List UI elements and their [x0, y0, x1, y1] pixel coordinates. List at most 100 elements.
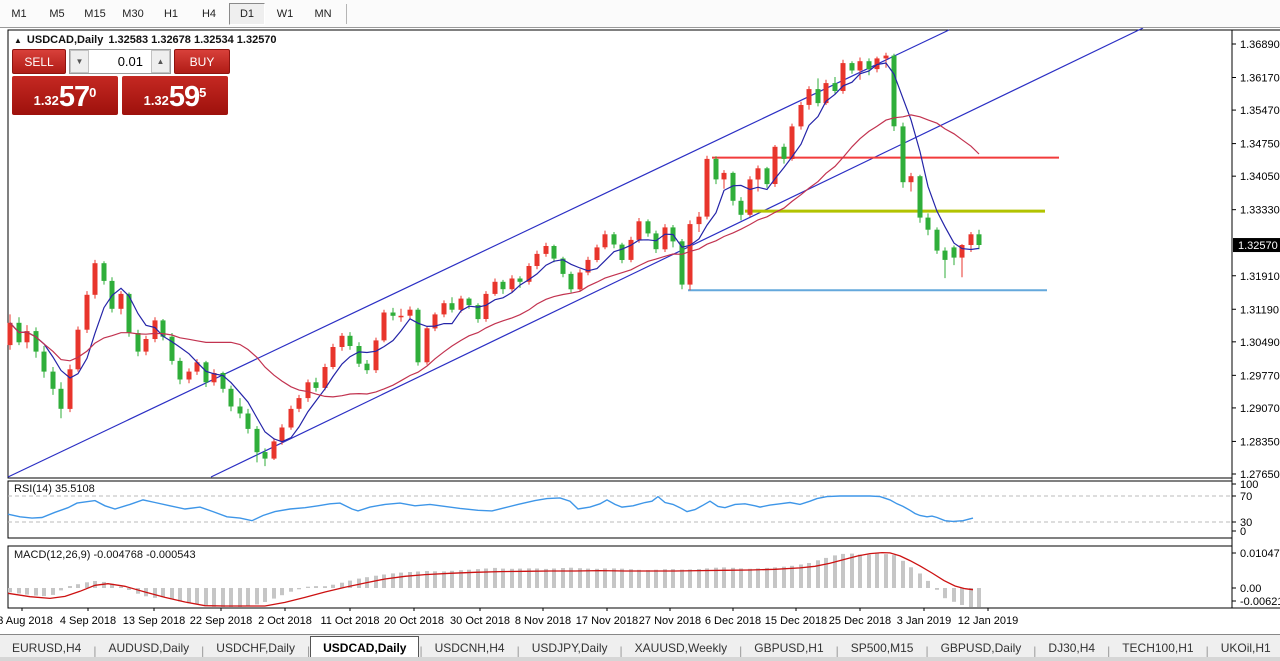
volume-stepper: ▼ 0.01 ▲	[69, 49, 171, 74]
timeframe-button-m1[interactable]: M1	[11, 7, 27, 20]
rsi-indicator-label: RSI(14) 35.5108	[14, 483, 95, 495]
price-axis-label: 1.31190	[1240, 304, 1279, 316]
macd-axis-label: -0.006218	[1240, 596, 1280, 608]
price-axis-label: 1.33330	[1240, 205, 1280, 217]
timeframe-button-d1[interactable]: D1	[229, 2, 265, 25]
ma-fast-line	[9, 62, 980, 443]
rsi-axis-label: 0	[1240, 526, 1246, 538]
tab-divider: |	[1205, 644, 1209, 658]
chart-tab-gbpusd-daily[interactable]: GBPUSD,Daily	[940, 641, 1022, 655]
time-axis-label[interactable]: 4 Sep 2018	[60, 615, 116, 627]
volume-input[interactable]: 0.01	[117, 54, 143, 69]
chart-tab-audusd-daily[interactable]: AUDUSD,Daily	[108, 641, 190, 655]
time-axis-label[interactable]: 11 Oct 2018	[320, 615, 379, 627]
chart-tab-sp500-m15[interactable]: SP500,M15	[850, 641, 914, 655]
symbol-tab-bar: EURUSD,H4 | AUDUSD,Daily | USDCHF,Daily | USDC…	[0, 634, 1280, 658]
timeframe-button-m30[interactable]: M30	[122, 7, 144, 20]
price-axis-label: 1.34050	[1240, 171, 1280, 183]
time-axis-label[interactable]: 25 Dec 2018	[829, 615, 891, 627]
time-axis-label[interactable]: 12 Jan 2019	[958, 615, 1019, 627]
sell-price-display[interactable]: 1.32 57 0	[12, 76, 118, 115]
timeframe-button-h1[interactable]: H1	[163, 7, 179, 20]
timeframe-button-w1[interactable]: W1	[276, 7, 294, 20]
time-axis-label[interactable]: 23 Aug 2018	[0, 615, 53, 627]
tab-divider: |	[1033, 644, 1037, 658]
tab-divider: |	[201, 644, 205, 658]
timeframe-button-mn[interactable]: MN	[314, 7, 332, 20]
time-axis-label[interactable]: 20 Oct 2018	[384, 615, 444, 627]
time-axis-label[interactable]: 30 Oct 2018	[450, 615, 510, 627]
chart-tab-dj30-h4[interactable]: DJ30,H4	[1048, 641, 1096, 655]
collapse-triangle-icon[interactable]: ▲	[14, 35, 22, 45]
sell-price-fraction: 0	[89, 85, 97, 100]
time-axis-label[interactable]: 17 Nov 2018	[576, 615, 638, 627]
chart-canvas[interactable]: 1.36890 1.36170 1.35470 1.34750 1.34050 1.333…	[0, 0, 1280, 634]
current-price-label: 1.32570	[1238, 240, 1278, 252]
timeframe-button-h4[interactable]: H4	[201, 7, 217, 20]
rsi-axis-label: 100	[1240, 479, 1258, 491]
tab-divider: |	[419, 644, 423, 658]
tab-divider: |	[835, 644, 839, 658]
timeframe-button-m15[interactable]: M15	[84, 7, 106, 20]
tab-divider: |	[1107, 644, 1111, 658]
rsi-line	[7, 495, 974, 523]
chart-tab-ukoil-h1[interactable]: UKOil,H1	[1220, 641, 1271, 655]
macd-axis-label: 0.010474	[1240, 548, 1280, 560]
time-axis-label[interactable]: 2 Oct 2018	[258, 615, 312, 627]
chart-tab-usdjpy-daily[interactable]: USDJPY,Daily	[531, 641, 608, 655]
time-axis-label[interactable]: 3 Jan 2019	[897, 615, 951, 627]
tab-divider: |	[925, 644, 929, 658]
price-axis-label: 1.30490	[1240, 337, 1280, 349]
chart-title: ▲ USDCAD,Daily 1.32583 1.32678 1.32534 1…	[14, 34, 277, 46]
one-click-trading-panel: SELL ▼ 0.01 ▲ BUY 1.32 57 0 1.32 59 5	[12, 49, 230, 115]
timeframe-button-m5[interactable]: M5	[49, 7, 65, 20]
volume-decrease-icon[interactable]: ▼	[70, 50, 89, 73]
price-axis-label: 1.31910	[1240, 271, 1280, 283]
macd-histogram	[8, 553, 981, 607]
candlestick-series	[7, 52, 982, 467]
macd-axis-label: 0.00	[1240, 583, 1261, 595]
rsi-pane[interactable]	[7, 480, 1233, 539]
price-axis-label: 1.27650	[1240, 469, 1280, 481]
tab-divider: |	[306, 644, 311, 658]
trendline-2[interactable]	[210, 27, 1144, 478]
price-axis-label: 1.35470	[1240, 105, 1280, 117]
volume-increase-icon[interactable]: ▲	[151, 50, 170, 73]
current-price-tag	[1233, 238, 1280, 253]
chart-tab-eurusd-h4[interactable]: EURUSD,H4	[12, 641, 82, 655]
time-axis-label[interactable]: 13 Sep 2018	[123, 615, 185, 627]
chart-tab-usdcad-daily[interactable]: USDCAD,Daily	[310, 636, 420, 658]
tab-divider: |	[516, 644, 520, 658]
macd-indicator-label: MACD(12,26,9) -0.004768 -0.000543	[14, 549, 196, 561]
buy-button[interactable]: BUY	[174, 49, 230, 74]
chart-symbol-label: USDCAD,Daily	[26, 34, 104, 46]
tab-divider: |	[93, 644, 97, 658]
time-axis-label[interactable]: 27 Nov 2018	[639, 615, 701, 627]
chart-tab-usdcnh-h4[interactable]: USDCNH,H4	[434, 641, 505, 655]
macd-signal-line	[7, 551, 974, 607]
time-axis-label[interactable]: 6 Dec 2018	[705, 615, 761, 627]
ma-slow-line	[9, 114, 980, 398]
time-axis-label[interactable]: 8 Nov 2018	[515, 615, 571, 627]
toolbar-separator	[346, 3, 347, 24]
price-axis-label: 1.29770	[1240, 370, 1280, 382]
chart-tab-gbpusd-h1[interactable]: GBPUSD,H1	[754, 641, 824, 655]
timeframe-toolbar: M1 M5 M15 M30 H1 H4 D1 W1 MN	[0, 0, 1280, 28]
sell-button[interactable]: SELL	[12, 49, 66, 74]
time-axis-label[interactable]: 22 Sep 2018	[190, 615, 252, 627]
rsi-axis-label: 70	[1240, 491, 1252, 503]
chart-tab-usdchf-daily[interactable]: USDCHF,Daily	[216, 641, 295, 655]
rsi-axis-label: 30	[1240, 517, 1252, 529]
price-axis-label: 1.36890	[1240, 39, 1280, 51]
price-axis-label: 1.28350	[1240, 436, 1280, 448]
chart-tab-tech100-h1[interactable]: TECH100,H1	[1122, 641, 1194, 655]
sell-price-base: 1.32	[33, 93, 59, 108]
chart-tab-xauusd-weekly[interactable]: XAUUSD,Weekly	[634, 641, 728, 655]
trendline-1[interactable]	[7, 29, 950, 478]
buy-price-pips: 59	[168, 81, 200, 113]
buy-price-display[interactable]: 1.32 59 5	[122, 76, 228, 115]
price-axis-label: 1.29070	[1240, 403, 1280, 415]
sell-price-pips: 57	[58, 81, 90, 113]
tab-divider: |	[619, 644, 623, 658]
time-axis-label[interactable]: 15 Dec 2018	[765, 615, 827, 627]
